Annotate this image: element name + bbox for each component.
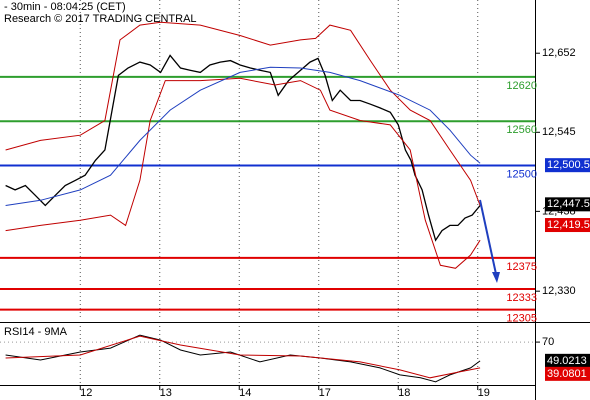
series-line	[5, 334, 481, 383]
value-tag	[545, 197, 590, 212]
forecast-arrow-head	[492, 272, 500, 283]
series-line	[5, 66, 481, 206]
x-tick-label: 12	[80, 387, 92, 399]
value-tag-label: 39.0801	[547, 368, 587, 380]
level-label: 12333	[506, 292, 537, 304]
y-tick-label: 12,330	[542, 285, 576, 297]
x-tick-label: 18	[398, 387, 410, 399]
level-label: 12305	[506, 313, 537, 325]
level-label: 12560	[506, 124, 537, 136]
x-tick-label: 14	[239, 387, 251, 399]
chart-title: - 30min - 08:04:25 (CET)	[4, 1, 126, 13]
value-tag-label: 49.0213	[547, 355, 587, 367]
value-tag	[545, 353, 590, 368]
series-line	[5, 21, 481, 206]
x-tick-label: 19	[478, 387, 490, 399]
chart-subtitle: Research © 2017 TRADING CENTRAL	[4, 13, 197, 25]
series-line	[5, 77, 481, 269]
level-label: 12500	[506, 168, 537, 180]
forecast-arrow	[479, 199, 497, 275]
level-label: 12620	[506, 80, 537, 92]
y-tick-label: 12,652	[542, 47, 576, 59]
value-tag	[545, 366, 590, 381]
value-tag-label: 12,500.5	[547, 159, 590, 171]
series-line	[5, 335, 481, 379]
value-tag-label: 12,419.5	[547, 219, 590, 231]
x-tick-label: 17	[319, 387, 331, 399]
value-tag-label: 12,447.5	[547, 198, 590, 210]
value-tag	[545, 218, 590, 233]
y-tick-label: 70	[542, 336, 554, 348]
level-label: 12375	[506, 261, 537, 273]
x-tick-label: 13	[160, 387, 172, 399]
rsi-title: RSI14 - 9MA	[4, 326, 68, 338]
y-tick-label: 12,545	[542, 126, 576, 138]
value-tag	[545, 158, 590, 173]
